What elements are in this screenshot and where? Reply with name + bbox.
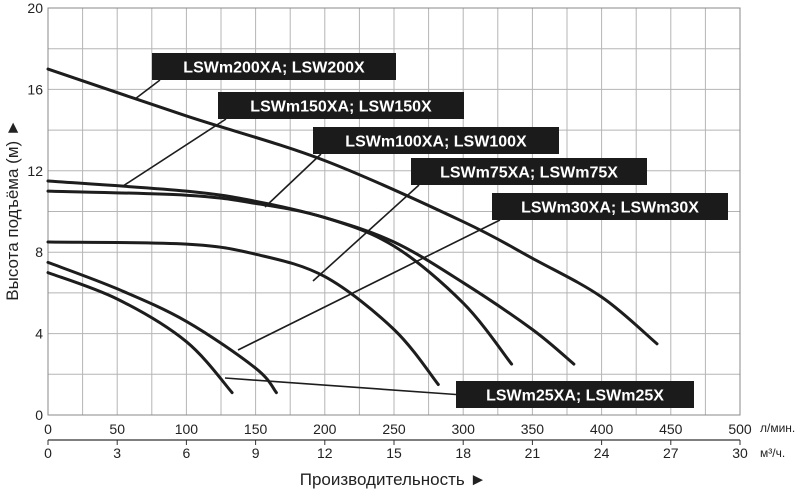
label-leader-line [264, 153, 322, 208]
series-label-text: LSWm150XA; LSW150X [250, 99, 432, 116]
x-tick-label-secondary: 15 [386, 445, 402, 461]
label-box [456, 381, 694, 408]
series-label: LSWm25XA; LSWm25X [224, 377, 694, 408]
label-leader-line [224, 377, 457, 396]
x-tick-label-primary: 400 [590, 421, 614, 437]
label-leader-line [122, 118, 227, 187]
x-unit-secondary: м³/ч. [760, 446, 785, 460]
series-label-text: LSWm75XA; LSWm75X [440, 165, 618, 182]
series-label: LSWm30XA; LSWm30X [237, 193, 728, 351]
x-tick-label-secondary: 24 [594, 445, 610, 461]
label-box [313, 127, 559, 154]
series-label: LSWm100XA; LSW100X [264, 127, 559, 208]
series-curve [46, 67, 659, 346]
label-leader-line [312, 184, 420, 282]
y-tick-label: 20 [27, 0, 43, 16]
label-box [411, 158, 647, 185]
label-box [152, 53, 396, 80]
y-tick-label: 4 [35, 326, 43, 342]
series-label: LSWm75XA; LSWm75X [312, 158, 647, 282]
plot-frame [47, 7, 741, 416]
label-leader-line [237, 219, 501, 351]
y-axis-title: Высота подъёма (м) ► [3, 119, 22, 300]
x-tick-label-primary: 200 [313, 421, 337, 437]
x-tick-label-secondary: 21 [525, 445, 541, 461]
y-tick-label: 0 [35, 407, 43, 423]
x-axis-title: Производительность ► [300, 470, 487, 489]
label-box [492, 193, 728, 220]
series-label-text: LSWm25XA; LSWm25X [486, 388, 664, 405]
x-tick-label-secondary: 30 [732, 445, 748, 461]
series-label-text: LSWm100XA; LSW100X [345, 134, 527, 151]
y-tick-label: 12 [27, 163, 43, 179]
x-tick-label-secondary: 9 [252, 445, 260, 461]
series-label: LSWm200XA; LSW200X [134, 53, 396, 100]
series-label: LSWm150XA; LSW150X [122, 92, 464, 187]
x-tick-label-primary: 250 [382, 421, 406, 437]
series-curve [46, 271, 234, 395]
label-leader-line [134, 79, 161, 100]
x-tick-label-secondary: 27 [663, 445, 679, 461]
x-tick-label-primary: 300 [452, 421, 476, 437]
x-tick-label-primary: 150 [244, 421, 268, 437]
series-label-text: LSWm200XA; LSW200X [183, 60, 365, 77]
x-tick-label-secondary: 3 [113, 445, 121, 461]
x-unit-primary: л/мин. [760, 421, 795, 435]
x-tick-label-secondary: 0 [44, 445, 52, 461]
series-curve [46, 260, 278, 395]
y-tick-label: 16 [27, 81, 43, 97]
x-tick-label-secondary: 18 [455, 445, 471, 461]
series-curve [46, 189, 514, 366]
series-labels: LSWm200XA; LSW200X LSWm150XA; LSW150X LSWm… [122, 53, 728, 408]
x-tick-label-primary: 350 [521, 421, 545, 437]
series-label-text: LSWm30XA; LSWm30X [521, 200, 699, 217]
x-tick-label-primary: 0 [44, 421, 52, 437]
curves [46, 67, 659, 395]
series-curve [46, 240, 440, 386]
x-tick-label-primary: 450 [659, 421, 683, 437]
label-box [218, 92, 464, 119]
x-tick-label-primary: 50 [109, 421, 125, 437]
x-tick-label-primary: 500 [728, 421, 752, 437]
y-tick-label: 8 [35, 244, 43, 260]
x-tick-label-secondary: 6 [183, 445, 191, 461]
x-tick-label-primary: 100 [175, 421, 199, 437]
x-tick-label-secondary: 12 [317, 445, 333, 461]
